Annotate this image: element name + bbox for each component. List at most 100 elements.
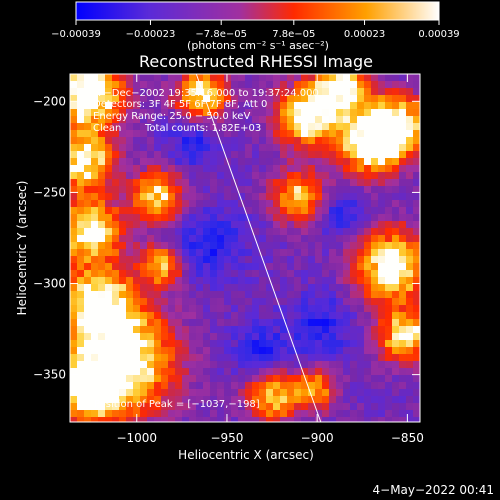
heatmap-cell	[308, 333, 315, 340]
heatmap-cell	[294, 172, 301, 179]
heatmap-cell	[266, 214, 273, 221]
heatmap-cell	[217, 305, 224, 312]
heatmap-cell	[301, 284, 308, 291]
heatmap-cell	[294, 375, 301, 382]
heatmap-cell	[378, 123, 385, 130]
heatmap-cell	[238, 291, 245, 298]
heatmap-cell	[168, 389, 175, 396]
heatmap-cell	[133, 403, 140, 410]
heatmap-cell	[287, 312, 294, 319]
heatmap-cell	[217, 403, 224, 410]
heatmap-cell	[105, 242, 112, 249]
heatmap-cell	[259, 375, 266, 382]
heatmap-cell	[126, 389, 133, 396]
heatmap-cell	[301, 130, 308, 137]
heatmap-cell	[98, 319, 105, 326]
heatmap-cell	[364, 123, 371, 130]
heatmap-cell	[371, 417, 378, 422]
heatmap-cell	[399, 109, 406, 116]
heatmap-cell	[168, 368, 175, 375]
heatmap-cell	[252, 116, 259, 123]
heatmap-cell	[329, 361, 336, 368]
heatmap-cell	[168, 403, 175, 410]
heatmap-cell	[238, 109, 245, 116]
heatmap-cell	[98, 88, 105, 95]
heatmap-cell	[385, 207, 392, 214]
heatmap-cell	[238, 319, 245, 326]
heatmap-cell	[119, 221, 126, 228]
heatmap-cell	[280, 172, 287, 179]
heatmap-cell	[189, 235, 196, 242]
heatmap-cell	[84, 151, 91, 158]
heatmap-cell	[77, 207, 84, 214]
heatmap-cell	[161, 305, 168, 312]
heatmap-cell	[294, 410, 301, 417]
heatmap-cell	[154, 256, 161, 263]
heatmap-cell	[126, 368, 133, 375]
heatmap-cell	[84, 193, 91, 200]
heatmap-cell	[238, 158, 245, 165]
heatmap-cell	[350, 158, 357, 165]
heatmap-cell	[112, 228, 119, 235]
heatmap-cell	[273, 88, 280, 95]
heatmap-cell	[308, 165, 315, 172]
heatmap-cell	[112, 403, 119, 410]
heatmap-cell	[392, 298, 399, 305]
heatmap-cell	[322, 263, 329, 270]
heatmap-cell	[245, 102, 252, 109]
heatmap-cell	[161, 193, 168, 200]
heatmap-cell	[399, 235, 406, 242]
heatmap-cell	[294, 340, 301, 347]
heatmap-cell	[280, 74, 287, 81]
heatmap-cell	[364, 228, 371, 235]
heatmap-cell	[329, 326, 336, 333]
heatmap-cell	[378, 228, 385, 235]
heatmap-cell	[357, 382, 364, 389]
heatmap-cell	[259, 312, 266, 319]
heatmap-cell	[259, 284, 266, 291]
heatmap-cell	[238, 256, 245, 263]
heatmap-cell	[378, 284, 385, 291]
heatmap-cell	[364, 396, 371, 403]
heatmap-cell	[154, 417, 161, 422]
heatmap-cell	[126, 200, 133, 207]
heatmap-cell	[126, 116, 133, 123]
heatmap-cell	[385, 123, 392, 130]
heatmap-cell	[252, 263, 259, 270]
heatmap-cell	[203, 88, 210, 95]
heatmap-cell	[196, 137, 203, 144]
heatmap-cell	[392, 417, 399, 422]
heatmap-cell	[399, 368, 406, 375]
heatmap-cell	[329, 158, 336, 165]
heatmap-cell	[343, 326, 350, 333]
heatmap-cell	[189, 172, 196, 179]
heatmap-cell	[126, 347, 133, 354]
heatmap-cell	[168, 375, 175, 382]
heatmap-cell	[231, 137, 238, 144]
heatmap-cell	[224, 235, 231, 242]
heatmap-cell	[196, 333, 203, 340]
heatmap-cell	[119, 333, 126, 340]
heatmap-cell	[287, 403, 294, 410]
heatmap-cell	[399, 277, 406, 284]
heatmap-cell	[161, 123, 168, 130]
heatmap-cell	[252, 102, 259, 109]
heatmap-cell	[392, 319, 399, 326]
heatmap-cell	[175, 102, 182, 109]
heatmap-cell	[119, 403, 126, 410]
heatmap-cell	[210, 74, 217, 81]
heatmap-cell	[217, 291, 224, 298]
heatmap-cell	[413, 326, 420, 333]
heatmap-cell	[273, 158, 280, 165]
heatmap-cell	[70, 151, 77, 158]
heatmap-cell	[161, 270, 168, 277]
heatmap-cell	[154, 326, 161, 333]
heatmap-cell	[217, 158, 224, 165]
heatmap-cell	[147, 368, 154, 375]
heatmap-cell	[70, 403, 77, 410]
heatmap-cell	[210, 263, 217, 270]
heatmap-cell	[280, 151, 287, 158]
heatmap-cell	[70, 221, 77, 228]
heatmap-cell	[189, 158, 196, 165]
heatmap-cell	[70, 256, 77, 263]
